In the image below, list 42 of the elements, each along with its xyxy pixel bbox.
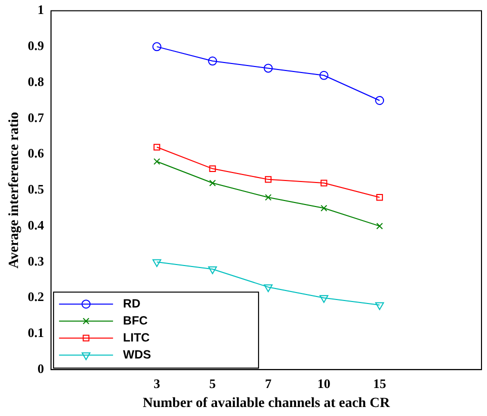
point: [154, 144, 160, 150]
x-tick-label: 15: [373, 376, 387, 391]
point: [208, 56, 218, 66]
point: [376, 194, 383, 201]
legend-label: BFC: [123, 313, 148, 328]
point: [375, 302, 384, 310]
point: [264, 176, 272, 183]
x-tick-label: 3: [154, 376, 161, 391]
point: [264, 64, 273, 73]
point: [208, 266, 217, 274]
y-tick-label: 0.7: [28, 110, 45, 125]
y-tick-label: 1: [38, 2, 44, 18]
y-tick-label: 0.9: [28, 38, 45, 54]
point: [264, 284, 273, 292]
point: [319, 70, 328, 80]
y-tick-label: 0.4: [28, 217, 45, 232]
y-tick-label: 0.2: [28, 289, 44, 304]
y-tick-label: 0.8: [28, 74, 45, 89]
point: [209, 180, 216, 186]
point: [152, 259, 162, 267]
legend-label: LITC: [123, 330, 150, 344]
point: [154, 158, 160, 165]
x-axis-title: Number of available channels at each CR: [142, 396, 391, 412]
point: [264, 194, 272, 201]
y-tick-label: 0.1: [28, 325, 44, 340]
y-tick-label: 0.6: [28, 146, 45, 161]
legend-label: WDS: [123, 347, 152, 362]
y-tick-label: 0: [38, 360, 44, 376]
point: [376, 222, 383, 230]
point: [375, 96, 384, 105]
point: [209, 165, 216, 172]
y-axis-title: Average interference ratio: [7, 112, 22, 268]
point: [320, 204, 328, 212]
point: [320, 295, 328, 303]
x-tick-label: 5: [209, 376, 216, 391]
point: [320, 180, 328, 186]
y-tick-label: 0.5: [28, 182, 45, 197]
y-tick-label: 0.3: [28, 253, 45, 268]
legend-label: RD: [123, 296, 141, 310]
x-tick-label: 10: [317, 376, 330, 391]
x-tick-label: 7: [264, 376, 272, 391]
point: [152, 42, 162, 52]
